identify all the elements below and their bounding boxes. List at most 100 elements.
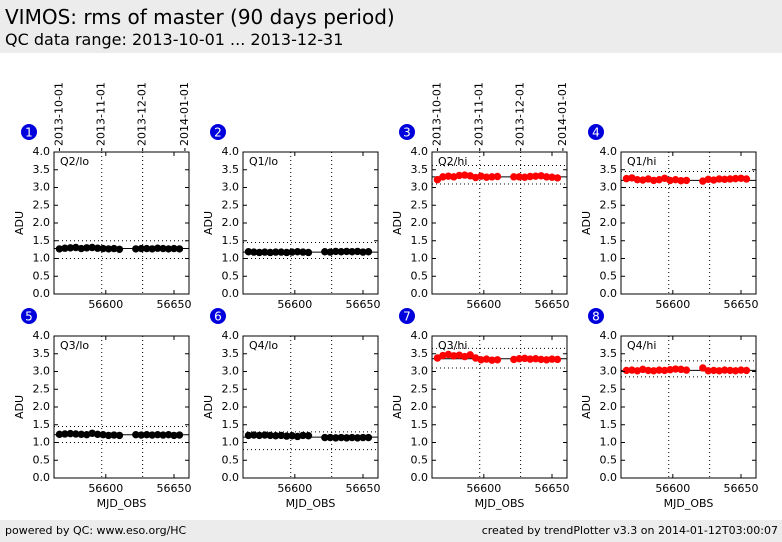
page-subtitle: QC data range: 2013-10-01 ... 2013-12-31 xyxy=(5,30,344,49)
y-tick-label: 2.5 xyxy=(33,382,51,395)
date-tick-label: 2013-12-01 xyxy=(136,82,149,146)
y-tick-label: 2.0 xyxy=(33,216,51,229)
y-tick-label: 4.0 xyxy=(600,329,618,342)
y-tick-label: 0.5 xyxy=(33,453,51,466)
panel-number: 4 xyxy=(592,126,600,140)
x-tick-label: 56650 xyxy=(724,482,759,495)
data-point xyxy=(553,174,562,182)
panel-number: 8 xyxy=(592,310,600,324)
y-tick-label: 0.5 xyxy=(411,453,429,466)
header: VIMOS: rms of master (90 days period) QC… xyxy=(0,0,782,53)
y-tick-label: 4.0 xyxy=(411,145,429,158)
x-tick-label: 56600 xyxy=(88,298,123,311)
data-point xyxy=(466,351,474,359)
x-tick-label: 56600 xyxy=(277,482,312,495)
panel-title: Q1/lo xyxy=(249,155,278,168)
y-tick-label: 3.5 xyxy=(33,347,51,360)
data-point xyxy=(304,432,313,440)
y-tick-label: 1.5 xyxy=(222,234,240,247)
x-tick-label: 56600 xyxy=(466,482,501,495)
y-tick-label: 2.0 xyxy=(411,400,429,413)
y-tick-label: 0.0 xyxy=(33,287,51,300)
charts: 1 2013-10-01 2013-11-01 2013-12-01 2014-01-0… xyxy=(13,82,759,510)
y-tick-label: 2.0 xyxy=(222,400,240,413)
panel-badge xyxy=(210,124,226,140)
x-tick-label: 56650 xyxy=(157,482,192,495)
y-axis-label: ADU xyxy=(13,395,26,419)
page-title: VIMOS: rms of master (90 days period) xyxy=(5,5,395,29)
panel-badge xyxy=(21,308,37,324)
y-tick-label: 1.0 xyxy=(33,436,51,449)
y-tick-label: 4.0 xyxy=(411,329,429,342)
data-point xyxy=(304,248,313,257)
data-point xyxy=(364,433,373,442)
data-point xyxy=(493,172,502,181)
x-tick-label: 56600 xyxy=(277,298,312,311)
y-tick-label: 1.5 xyxy=(411,234,429,247)
y-tick-label: 2.0 xyxy=(33,400,51,413)
y-tick-label: 1.0 xyxy=(411,252,429,265)
data-point xyxy=(364,248,373,256)
date-tick-label: 2013-10-01 xyxy=(52,82,65,146)
x-tick-label: 56650 xyxy=(535,298,570,311)
y-tick-label: 1.5 xyxy=(600,418,618,431)
y-tick-label: 0.5 xyxy=(222,453,240,466)
y-axis-label: ADU xyxy=(13,211,26,235)
y-tick-label: 1.5 xyxy=(222,418,240,431)
footer: powered by QC: www.eso.org/HC created by… xyxy=(0,520,782,542)
y-tick-label: 1.0 xyxy=(600,436,618,449)
x-tick-label: 56600 xyxy=(466,298,501,311)
y-tick-label: 1.0 xyxy=(411,436,429,449)
y-tick-label: 3.5 xyxy=(600,347,618,360)
y-tick-label: 1.0 xyxy=(600,252,618,265)
panel-title: Q2/hi xyxy=(438,155,467,168)
y-tick-label: 4.0 xyxy=(600,145,618,158)
x-tick-label: 56650 xyxy=(724,298,759,311)
y-tick-label: 3.0 xyxy=(222,181,240,194)
y-tick-label: 1.5 xyxy=(600,234,618,247)
x-axis-label: MJD_OBS xyxy=(475,497,525,510)
y-tick-label: 2.0 xyxy=(600,216,618,229)
y-tick-label: 3.5 xyxy=(411,347,429,360)
y-tick-label: 1.0 xyxy=(33,252,51,265)
date-tick-label: 2013-12-01 xyxy=(514,82,527,146)
y-tick-label: 3.5 xyxy=(600,163,618,176)
y-axis-label: ADU xyxy=(580,395,593,419)
data-point xyxy=(175,245,184,253)
plot-frame xyxy=(53,335,190,479)
x-tick-label: 56600 xyxy=(655,482,690,495)
date-tick-label: 2013-10-01 xyxy=(430,82,443,146)
y-tick-label: 4.0 xyxy=(222,329,240,342)
panel-title: Q2/lo xyxy=(60,155,89,168)
y-tick-label: 3.0 xyxy=(33,181,51,194)
y-tick-label: 3.0 xyxy=(411,181,429,194)
panel-number: 3 xyxy=(403,126,411,140)
y-tick-label: 3.0 xyxy=(33,365,51,378)
x-tick-label: 56600 xyxy=(88,482,123,495)
y-tick-label: 2.5 xyxy=(222,198,240,211)
y-tick-label: 2.0 xyxy=(600,400,618,413)
y-tick-label: 0.0 xyxy=(222,471,240,484)
y-tick-label: 0.5 xyxy=(600,269,618,282)
panel-number: 2 xyxy=(214,126,222,140)
y-tick-label: 0.0 xyxy=(411,471,429,484)
y-tick-label: 2.0 xyxy=(411,216,429,229)
panel-number: 7 xyxy=(403,310,411,324)
date-tick-label: 2014-01-01 xyxy=(556,82,569,146)
y-tick-label: 2.0 xyxy=(222,216,240,229)
y-tick-label: 3.5 xyxy=(222,347,240,360)
data-point xyxy=(115,245,124,253)
panel-badge xyxy=(588,124,604,140)
y-tick-label: 0.0 xyxy=(33,471,51,484)
data-point xyxy=(553,355,562,364)
data-point xyxy=(493,356,502,364)
y-axis-label: ADU xyxy=(391,211,404,235)
date-tick-label: 2014-01-01 xyxy=(178,82,191,146)
panel-badge xyxy=(21,124,37,140)
y-tick-label: 4.0 xyxy=(222,145,240,158)
y-tick-label: 2.5 xyxy=(600,382,618,395)
data-point xyxy=(115,431,124,440)
data-point xyxy=(742,366,751,375)
y-axis-label: ADU xyxy=(580,211,593,235)
